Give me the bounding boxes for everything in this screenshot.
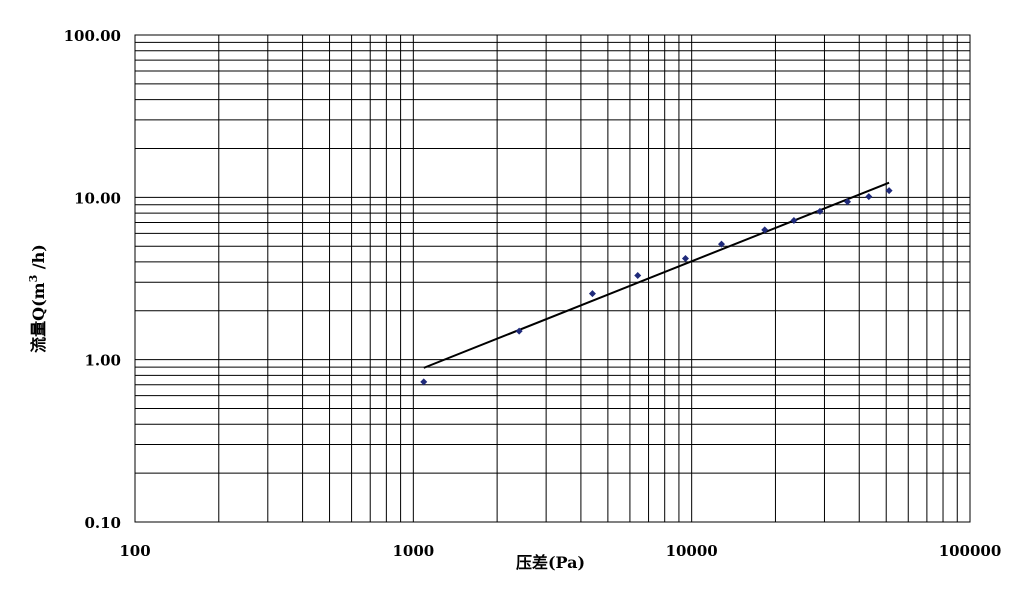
trendline-group [423,181,890,369]
y-tick-label: 0.10 [84,514,121,532]
chart-grid [134,35,970,523]
y-axis-label-unit: /h) [29,244,48,275]
x-tick-labels: 100 1000 10000 100000 [119,542,1001,560]
y-axis-label-superscript: 3 [27,275,40,283]
data-point [790,216,798,224]
data-point [718,240,726,248]
x-tick-label: 1000 [392,542,434,560]
y-axis-label: 流量Q(m3 /h) [27,244,48,353]
x-tick-label: 100 [119,542,150,560]
data-point [420,378,428,386]
x-tick-label: 10000 [666,542,718,560]
power-trendline [423,181,890,369]
y-axis-label-main: 流量Q(m [29,282,48,353]
data-point [761,226,769,234]
y-tick-labels: 0.10 1.00 10.00 100.00 [64,27,121,532]
y-tick-label: 100.00 [64,27,121,45]
data-points [420,187,893,386]
x-tick-label: 100000 [939,542,1002,560]
y-tick-label: 1.00 [84,352,121,370]
data-point [865,193,873,201]
y-tick-label: 10.00 [74,189,121,207]
data-point [816,207,824,215]
data-point [588,290,596,298]
data-point [885,187,893,195]
data-point [634,271,642,279]
x-axis-label: 压差(Pa) [516,553,585,572]
data-point [681,254,689,262]
data-point [515,327,523,335]
plot-frame [134,34,971,523]
data-point [844,198,852,206]
